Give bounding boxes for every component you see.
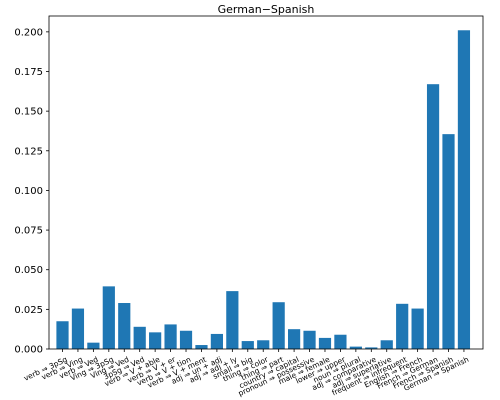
y-tick-label: 0.000: [14, 345, 43, 356]
y-axis: 0.000 0.025 0.050 0.075 0.100 0.125 0.150 0.175…: [14, 27, 49, 356]
bar: [411, 308, 424, 349]
bar: [303, 330, 316, 349]
y-tick-label: 0.025: [14, 305, 43, 316]
bar: [87, 342, 100, 349]
bar: [380, 340, 393, 349]
bar: [334, 334, 347, 349]
bar: [365, 347, 378, 349]
y-tick-label: 0.200: [14, 27, 43, 38]
bar: [179, 330, 193, 349]
chart-title: German−Spanish: [218, 3, 315, 16]
bar: [288, 329, 301, 349]
bar: [442, 134, 455, 349]
bar: [195, 345, 208, 349]
bar: [133, 326, 146, 349]
bar: [272, 302, 285, 349]
bar: [102, 286, 115, 349]
bar: [396, 303, 409, 349]
bar: [457, 30, 471, 350]
bar: [318, 337, 332, 349]
y-tick-label: 0.050: [14, 265, 43, 276]
bar: [241, 341, 254, 349]
bars-group: [56, 30, 471, 350]
y-tick-label: 0.100: [14, 186, 43, 197]
bar: [226, 291, 239, 349]
y-tick-label: 0.150: [14, 107, 43, 118]
bar: [164, 324, 177, 349]
y-tick-label: 0.075: [14, 226, 43, 237]
plot-frame: [48, 15, 484, 350]
bar: [56, 321, 69, 349]
bar: [118, 303, 131, 349]
bar: [426, 84, 440, 349]
bar: [210, 333, 223, 349]
y-tick-label: 0.125: [14, 146, 43, 157]
bar: [257, 340, 270, 349]
bar: [149, 332, 162, 349]
y-tick-label: 0.175: [14, 67, 43, 78]
bar: [71, 308, 85, 349]
bar: [349, 346, 362, 349]
